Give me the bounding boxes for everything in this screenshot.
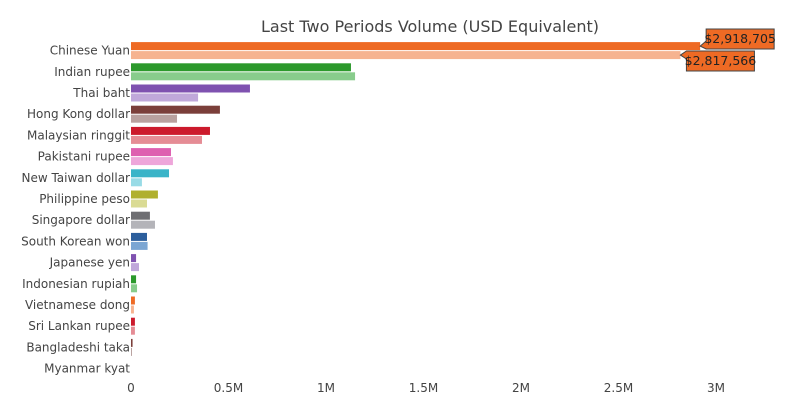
bar-previous[interactable] [131,51,681,60]
bar-previous[interactable] [131,135,202,144]
x-tick-label: 0.5M [214,381,243,395]
hover-label-text: $2,817,566 [685,53,757,68]
category-label: Pakistani rupee [38,150,130,164]
bar-latest[interactable] [131,190,158,199]
bar-latest[interactable] [131,211,150,220]
bar-previous[interactable] [131,72,356,81]
bar-latest[interactable] [131,63,351,72]
category-label: New Taiwan dollar [21,171,130,185]
category-label: Sri Lankan rupee [28,319,130,333]
bar-latest[interactable] [131,275,137,284]
bar-previous[interactable] [131,178,142,187]
bar-previous[interactable] [131,114,178,123]
x-tick-label: 0 [127,381,135,395]
bar-previous[interactable] [131,220,155,229]
category-label: South Korean won [21,234,130,248]
hover-label-text: $2,918,705 [704,31,776,46]
category-label: Vietnamese dong [25,298,130,312]
category-label: Japanese yen [49,256,130,270]
bar-previous[interactable] [131,241,148,250]
bar-previous[interactable] [131,93,199,102]
bar-latest[interactable] [131,338,133,347]
category-label: Hong Kong dollar [27,107,130,121]
category-label: Singapore dollar [32,213,130,227]
bar-previous[interactable] [131,157,173,166]
bar-latest[interactable] [131,84,250,93]
bar-latest[interactable] [131,232,147,241]
category-label: Indonesian rupiah [22,277,130,291]
hover-label: $2,817,566 [679,50,757,72]
bar-previous[interactable] [131,326,135,335]
x-tick-label: 1M [317,381,335,395]
category-label: Philippine peso [39,192,130,206]
bar-latest[interactable] [131,105,220,114]
x-tick-label: 1.5M [409,381,438,395]
category-label: Chinese Yuan [50,44,130,58]
bar-latest[interactable] [131,148,171,157]
bar-previous[interactable] [131,263,139,272]
category-label: Indian rupee [54,65,130,79]
chart-title: Last Two Periods Volume (USD Equivalent) [261,17,599,36]
bar-latest[interactable] [131,126,210,135]
bar-latest[interactable] [131,254,137,263]
x-tick-label: 2.5M [604,381,633,395]
bar-latest[interactable] [131,42,701,51]
category-label: Bangladeshi taka [26,340,130,354]
bar-latest[interactable] [131,296,135,305]
category-label: Myanmar kyat [44,362,130,376]
x-tick-label: 2M [512,381,530,395]
bar-latest[interactable] [131,169,170,178]
bar-previous[interactable] [131,347,132,356]
bar-latest[interactable] [131,317,135,326]
bar-previous[interactable] [131,305,134,314]
bar-previous[interactable] [131,284,138,293]
x-tick-label: 3M [707,381,725,395]
category-label: Malaysian ringgit [27,128,130,142]
hover-label: $2,918,705 [699,28,776,50]
category-label: Thai baht [72,86,130,100]
bar-previous[interactable] [131,199,147,208]
